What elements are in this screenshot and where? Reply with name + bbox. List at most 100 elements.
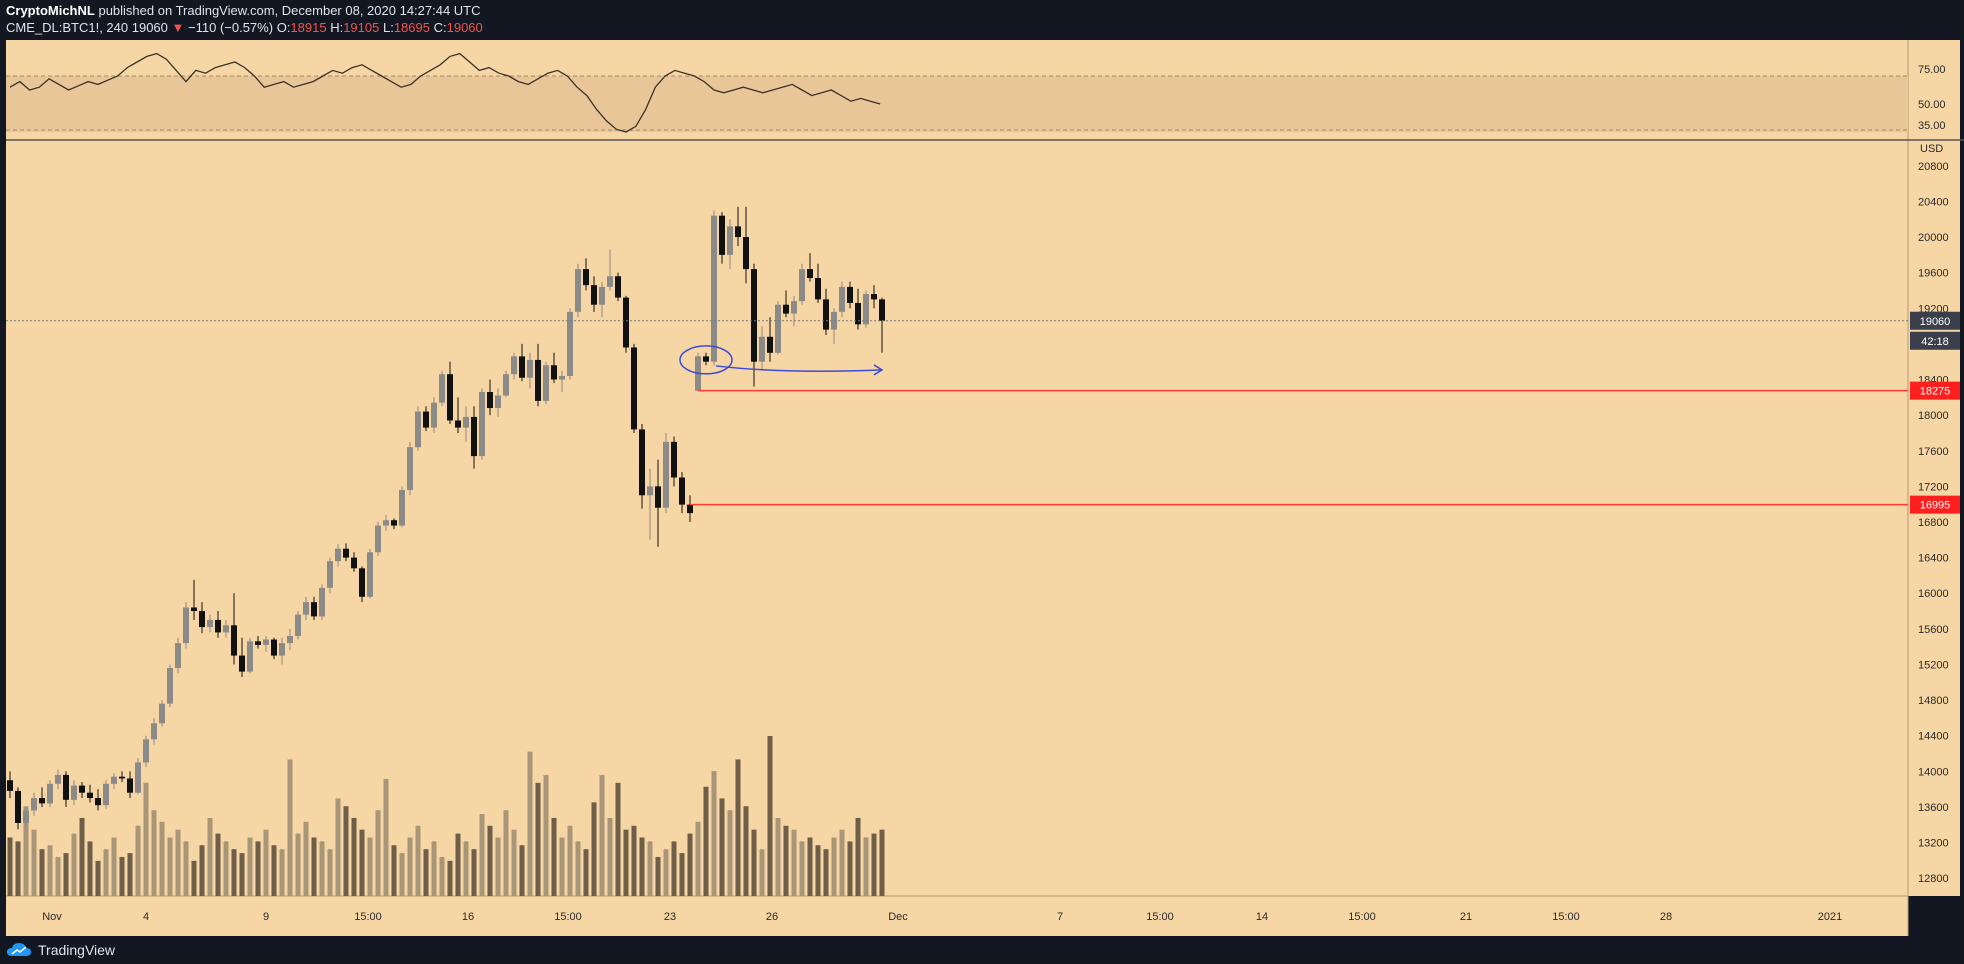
- candle-body: [479, 391, 485, 457]
- candle-body: [679, 477, 685, 505]
- candle-body: [735, 226, 741, 238]
- volume-bar: [767, 736, 773, 896]
- candle-body: [407, 447, 413, 490]
- volume-bar: [575, 841, 581, 896]
- time-tick-label: 14: [1256, 911, 1268, 923]
- candle-body: [103, 783, 109, 806]
- time-tick-label: 9: [263, 911, 269, 923]
- volume-bar: [663, 849, 669, 896]
- volume-bar: [63, 853, 69, 896]
- annotation-ellipse[interactable]: [679, 345, 733, 375]
- candle-body: [671, 441, 677, 478]
- volume-bar: [255, 841, 261, 896]
- candle-body: [55, 774, 61, 784]
- volume-bar: [191, 860, 197, 896]
- volume-bar: [527, 751, 533, 896]
- candle-body: [415, 411, 421, 448]
- down-arrow-icon: ▼: [171, 20, 185, 35]
- price-tick-label: 13600: [1918, 802, 1949, 814]
- volume-bar: [591, 802, 597, 896]
- volume-bar: [479, 814, 485, 896]
- volume-bar: [687, 833, 693, 896]
- candle-body: [335, 548, 341, 562]
- volume-bar: [111, 837, 117, 896]
- time-tick-label: 15:00: [1146, 911, 1174, 923]
- ohlc-legend: CME_DL:BTC1!, 240 19060 ▼ −110 (−0.57%) …: [6, 19, 1958, 36]
- volume-bar: [239, 853, 245, 896]
- volume-bar: [231, 849, 237, 896]
- candle-body: [239, 655, 245, 672]
- candle-body: [847, 286, 853, 303]
- candle-body: [223, 625, 229, 633]
- support-level-tag: [1910, 381, 1960, 400]
- cloud-icon: [7, 943, 31, 956]
- volume-bar: [319, 841, 325, 896]
- volume-bar: [751, 829, 757, 896]
- volume-bar: [735, 759, 741, 896]
- chart-area[interactable]: 75.00 50.00 35.00 USD 20800 20400 20000 19600 19…: [0, 40, 1964, 936]
- candle-body: [199, 611, 205, 628]
- candle-body: [311, 602, 317, 617]
- candle-body: [623, 297, 629, 348]
- annotation-arrowhead: [873, 364, 884, 376]
- volume-bar: [791, 829, 797, 896]
- price-tick-label: 20800: [1918, 161, 1949, 173]
- volume-bar: [199, 845, 205, 896]
- volume-bar: [823, 849, 829, 896]
- volume-bar: [135, 825, 141, 896]
- time-tick-label: 26: [766, 911, 778, 923]
- volume-bar: [175, 829, 181, 896]
- candle-body: [719, 215, 725, 255]
- volume-bar: [263, 829, 269, 896]
- candle-body: [815, 278, 821, 300]
- candle-body: [879, 299, 885, 321]
- candle-body: [63, 774, 69, 800]
- price-unit-label: USD: [1920, 143, 1943, 155]
- time-tick-label: Nov: [42, 911, 62, 923]
- volume-bar: [279, 849, 285, 896]
- volume-bar: [535, 782, 541, 896]
- volume-bar: [223, 841, 229, 896]
- candle-body: [495, 395, 501, 409]
- chart-canvas[interactable]: 75.00 50.00 35.00 USD 20800 20400 20000 19600 19…: [0, 40, 1964, 936]
- volume-bar: [271, 845, 277, 896]
- candle-body: [79, 785, 85, 793]
- volume-bar: [847, 841, 853, 896]
- volume-bar: [703, 786, 709, 896]
- annotation-arrow[interactable]: [715, 365, 883, 373]
- volume-bar: [47, 845, 53, 896]
- volume-bar: [295, 833, 301, 896]
- volume-bar: [719, 798, 725, 896]
- plot-background: [6, 40, 1908, 896]
- candle-body: [503, 374, 509, 396]
- author-name[interactable]: CryptoMichNL: [6, 3, 95, 18]
- volume-bar: [343, 806, 349, 896]
- candle-body: [279, 643, 285, 656]
- candle-body: [775, 304, 781, 353]
- volume-bar: [87, 841, 93, 896]
- candle-body: [31, 798, 37, 811]
- tradingview-logo[interactable]: TradingView: [6, 942, 115, 958]
- candle-body: [23, 810, 29, 823]
- volume-bar: [287, 759, 293, 896]
- volume-bar: [495, 837, 501, 896]
- volume-bar: [399, 853, 405, 896]
- candle-body: [759, 336, 765, 362]
- rsi-tick-label: 50.00: [1918, 99, 1946, 111]
- candle-body: [471, 416, 477, 457]
- candle-body: [583, 269, 589, 286]
- price-tick-label: 16000: [1918, 588, 1949, 600]
- volume-bar: [367, 837, 373, 896]
- candle-body: [295, 614, 301, 636]
- volume-bar: [615, 782, 621, 896]
- candle-body: [95, 798, 101, 806]
- candle-body: [511, 356, 517, 375]
- volume-bar: [623, 829, 629, 896]
- candle-body: [143, 739, 149, 763]
- symbol-label[interactable]: CME_DL:BTC1!, 240: [6, 20, 129, 35]
- volume-bar: [55, 856, 61, 896]
- candle-body: [175, 643, 181, 669]
- candle-body: [687, 504, 693, 514]
- volume-bar: [143, 782, 149, 896]
- candle-body: [855, 302, 861, 325]
